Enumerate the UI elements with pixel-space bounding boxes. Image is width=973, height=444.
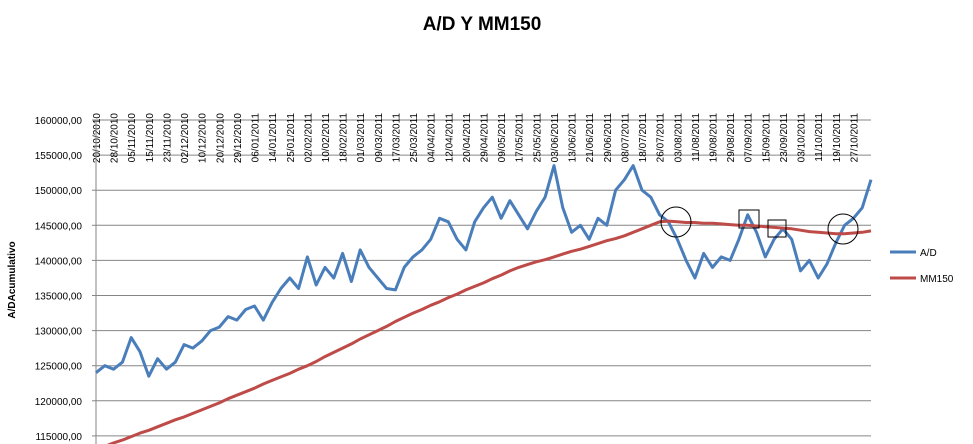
x-tick-label: 23/11/2010 xyxy=(162,113,173,163)
series-group xyxy=(95,164,873,444)
x-tick-label: 03/08/2011 xyxy=(673,113,684,163)
y-tick-label: 125000,00 xyxy=(35,362,83,373)
x-tick-label: 04/04/2011 xyxy=(427,113,438,163)
y-tick-label: 120000,00 xyxy=(35,397,83,408)
chart-title: A/D Y MM150 xyxy=(423,14,542,35)
x-tick-label: 03/10/2011 xyxy=(797,113,808,163)
x-tick-label: 15/11/2010 xyxy=(145,113,156,163)
x-tick-label: 09/03/2011 xyxy=(374,113,385,163)
x-tick-label: 20/04/2011 xyxy=(462,113,473,163)
y-tick-label: 160000,00 xyxy=(35,116,83,127)
x-tick-label: 02/02/2011 xyxy=(303,113,314,163)
x-tick-label: 19/10/2011 xyxy=(832,113,843,163)
x-tick-label: 15/09/2011 xyxy=(761,113,772,163)
y-tick-label: 150000,00 xyxy=(35,186,83,197)
series-line xyxy=(95,164,873,378)
x-tick-label: 20/10/2010 xyxy=(92,113,103,163)
y-tick-label: 155000,00 xyxy=(35,151,83,162)
x-tick-label: 27/10/2011 xyxy=(849,113,860,163)
legend-label: MM150 xyxy=(920,274,954,285)
x-tick-label: 29/06/2011 xyxy=(603,113,614,163)
x-tick-label: 17/03/2011 xyxy=(391,113,402,163)
x-tick-label: 11/08/2011 xyxy=(691,113,702,162)
grid: 115000,00 120000,00 125000,00 130000,00 1350… xyxy=(35,113,871,443)
x-tick-label: 20/12/2010 xyxy=(215,113,226,163)
x-tick-label: 17/05/2011 xyxy=(515,113,526,163)
x-tick-label: 09/05/2011 xyxy=(497,113,508,163)
x-tick-label: 25/01/2011 xyxy=(286,113,297,163)
y-tick-label: 130000,00 xyxy=(35,327,83,338)
annotation-circle xyxy=(660,206,692,238)
x-tick-label: 25/03/2011 xyxy=(409,113,420,163)
x-tick-label: 08/07/2011 xyxy=(620,113,631,163)
x-tick-label: 06/01/2011 xyxy=(251,113,262,163)
x-tick-label: 07/09/2011 xyxy=(744,113,755,163)
x-tick-label: 23/09/2011 xyxy=(779,113,790,163)
x-tick-label: 21/06/2011 xyxy=(585,113,596,163)
x-tick-label: 10/12/2010 xyxy=(198,113,209,163)
x-tick-label: 14/01/2011 xyxy=(268,113,279,163)
x-tick-label: 13/06/2011 xyxy=(568,113,579,163)
x-tick-label: 18/02/2011 xyxy=(339,113,350,163)
x-tick-label: 05/11/2010 xyxy=(127,113,138,163)
y-tick-label: 145000,00 xyxy=(35,221,83,232)
x-tick-label: 26/07/2011 xyxy=(656,113,667,163)
annotation-square xyxy=(767,219,787,238)
y-tick-label: 140000,00 xyxy=(35,256,83,267)
x-tick-label: 01/03/2011 xyxy=(356,113,367,163)
x-tick-label: 10/02/2011 xyxy=(321,113,332,163)
legend-label: A/D xyxy=(920,248,937,259)
x-tick-label: 28/10/2010 xyxy=(110,113,121,163)
x-tick-label: 18/07/2011 xyxy=(638,113,649,163)
annotation-circle xyxy=(827,213,859,245)
x-tick-label: 29/04/2011 xyxy=(480,113,491,163)
x-tick-label: 03/06/2011 xyxy=(550,113,561,163)
y-tick-label: 115000,00 xyxy=(35,432,82,443)
y-tick-label: 135000,00 xyxy=(35,292,83,303)
annotation-square xyxy=(738,209,760,229)
x-tick-label: 12/04/2011 xyxy=(444,113,455,163)
x-tick-label: 19/08/2011 xyxy=(708,113,719,163)
series-line xyxy=(106,219,872,444)
y-axis-label: A/DAcumulativo xyxy=(7,241,18,318)
x-tick-label: 11/10/2011 xyxy=(814,113,825,162)
x-tick-label: 25/05/2011 xyxy=(532,113,543,163)
x-tick-label: 29/12/2010 xyxy=(233,113,244,163)
x-tick-label: 02/12/2010 xyxy=(180,113,191,163)
legend: A/D MM150 xyxy=(890,248,954,285)
x-tick-label: 29/08/2011 xyxy=(726,113,737,163)
